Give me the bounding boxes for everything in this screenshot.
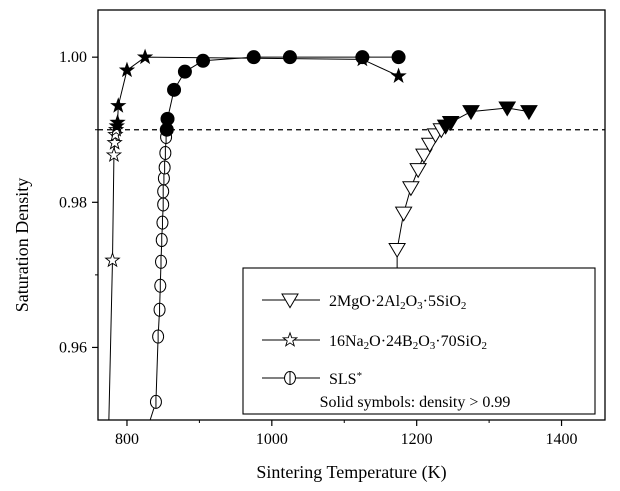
series-circle-bar-point: [149, 394, 162, 409]
series-triangle-down-point: [415, 148, 433, 164]
series-circle-bar-point: [158, 160, 171, 175]
series-star-point: [390, 67, 407, 83]
series-circle-bar-point: [391, 50, 406, 65]
series-circle-bar-point-circle: [282, 50, 297, 65]
series-circle-bar-point-circle: [196, 53, 211, 68]
series-layer: [104, 48, 538, 420]
series-star-point: [107, 126, 124, 142]
legend-label-star: 16Na2O·24B2O3·70SiO2: [329, 333, 487, 352]
series-triangle-down-point: [388, 242, 407, 259]
series-circle-bar-point: [246, 50, 261, 65]
y-tick-label: 0.98: [59, 194, 87, 211]
y-tick-label: 0.96: [59, 339, 87, 356]
series-circle-bar-point-circle: [177, 64, 192, 79]
x-tick-label: 1000: [256, 431, 288, 448]
series-circle-bar-point-circle: [167, 82, 182, 97]
series-circle-bar-point-circle: [391, 50, 406, 65]
series-circle-bar-point: [355, 50, 370, 65]
series-circle-bar-point: [154, 278, 167, 293]
plot-frame: [97, 9, 606, 421]
series-circle-bar-point: [153, 302, 166, 317]
x-axis-label: Sintering Temperature (K): [256, 462, 446, 483]
series-circle-bar-point: [155, 254, 168, 269]
series-star-point: [118, 61, 136, 78]
series-circle-bar-point: [160, 111, 175, 126]
series-circle-bar-point: [167, 82, 182, 97]
series-star-point: [104, 251, 121, 268]
series-circle-bar-point: [152, 329, 165, 344]
series-circle-bar-point: [156, 215, 169, 230]
series-circle-bar-point-circle: [160, 111, 175, 126]
legend-marker-circle-bar: [284, 371, 296, 385]
series-circle-bar-point: [159, 145, 172, 160]
x-tick-label: 1400: [546, 431, 578, 448]
legend-marker-triangle-down: [281, 293, 299, 309]
series-star-point: [136, 48, 154, 65]
legend-marker-star: [281, 331, 299, 347]
series-circle-bar-point: [282, 50, 297, 65]
series-circle-bar-point: [155, 233, 168, 248]
series-triangle-down-point: [520, 105, 538, 121]
series-triangle-down-point: [462, 105, 480, 121]
legend-label-circle-bar: SLS*: [329, 370, 362, 388]
series-triangle-down-point: [441, 115, 460, 132]
x-tick-label: 800: [115, 431, 139, 448]
series-triangle-down-line: [396, 107, 530, 283]
y-tick-label: 1.00: [59, 49, 87, 66]
series-triangle-down-point: [498, 101, 517, 117]
series-circle-bar-point: [177, 64, 192, 79]
axes: 800 1000 1200 1400 0.96 0.98 1.00: [59, 9, 606, 448]
series-triangle-down-point: [394, 206, 413, 222]
series-circle-bar-point: [157, 197, 170, 212]
series-triangle-down-point: [420, 137, 439, 153]
series-circle-bar-point-circle: [246, 50, 261, 65]
legend-label-triangle-down: 2MgO·2Al2O3·5SiO2: [329, 293, 466, 312]
series-triangle-down-point: [409, 163, 428, 179]
series-circle-bar-point: [196, 53, 211, 68]
legend: 2MgO·2Al2O3·5SiO2 16Na2O·24B2O3·70SiO2 SLS…: [242, 267, 596, 415]
series-circle-bar-point: [157, 184, 170, 199]
x-tick-label: 1200: [401, 431, 433, 448]
y-axis-label: Saturation Density: [12, 178, 32, 312]
series-star-point: [109, 113, 126, 130]
legend-box: [242, 267, 596, 415]
series-star-point: [110, 97, 127, 113]
series-star-point: [105, 146, 123, 163]
series-triangle-down-point: [402, 181, 420, 197]
series-circle-bar-point-circle: [355, 50, 370, 65]
legend-note: Solid symbols: density > 0.99: [320, 394, 511, 411]
